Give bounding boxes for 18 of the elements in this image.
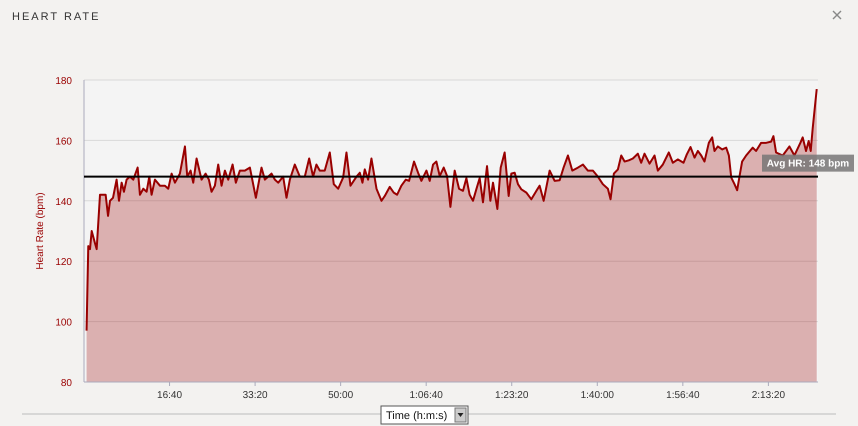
ref-line-label: Avg HR: 148 bpm (766, 158, 850, 170)
x-tick-label: 1:40:00 (580, 390, 614, 401)
chart-title: HEART RATE (12, 11, 100, 23)
y-tick-label: 80 (60, 378, 72, 389)
x-tick-label: 1:56:40 (666, 390, 700, 401)
y-tick-label: 100 (55, 318, 72, 329)
y-tick-label: 180 (55, 76, 72, 87)
y-tick-label: 140 (55, 196, 72, 208)
y-tick-label: 120 (55, 257, 72, 268)
x-tick-label: 2:13:20 (752, 390, 786, 401)
x-tick-label: 33:20 (242, 390, 268, 401)
x-tick-label: 50:00 (328, 390, 354, 401)
x-tick-label: 16:40 (157, 390, 182, 401)
y-tick-label: 160 (55, 136, 72, 148)
x-axis-title: Time (h:m:s) (386, 410, 448, 422)
x-tick-label: 1:23:20 (495, 390, 529, 401)
y-axis-title: Heart Rate (bpm) (35, 192, 46, 270)
x-tick-label: 1:06:40 (410, 390, 444, 401)
